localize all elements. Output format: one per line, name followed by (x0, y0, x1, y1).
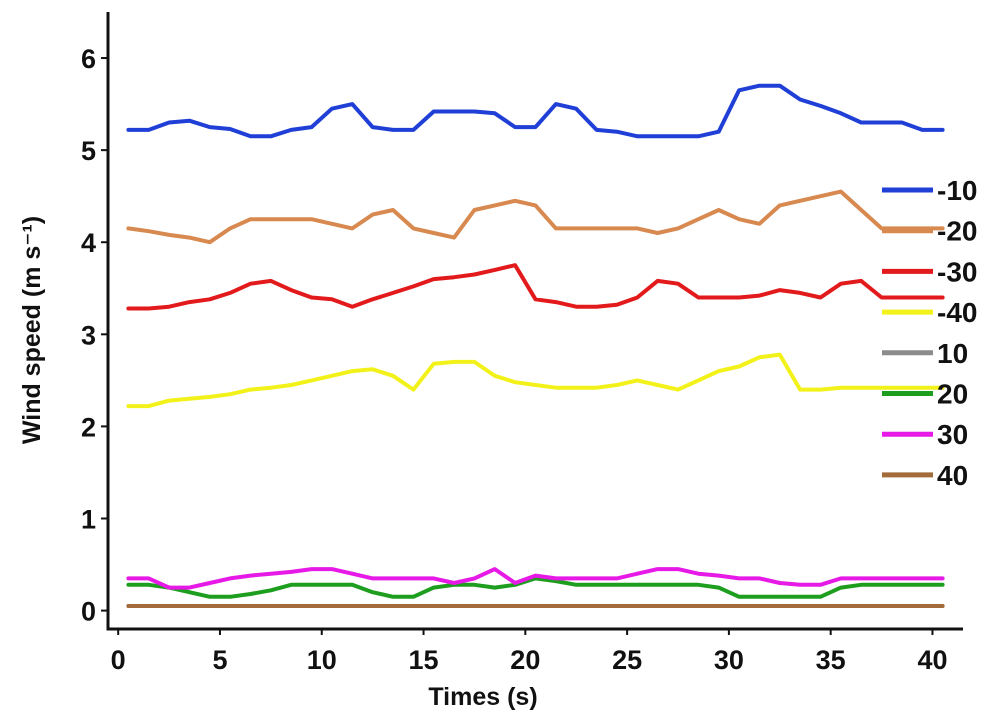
y-tick-label: 5 (81, 136, 96, 166)
x-tick-label: 10 (307, 645, 337, 675)
y-tick-label: 1 (81, 504, 96, 534)
series-line--30 (126, 263, 945, 311)
y-tick-label: 2 (81, 412, 96, 442)
x-axis-title: Times (s) (428, 683, 537, 711)
x-tick-label: 5 (212, 645, 227, 675)
x-tick-label: 35 (816, 645, 846, 675)
legend: -10 -20 -30 -40 10 20 30 40 (882, 175, 977, 491)
series-lines (126, 83, 945, 608)
x-tick-label: 25 (612, 645, 642, 675)
x-tick-label: 20 (510, 645, 540, 675)
x-tick-label: 0 (111, 645, 126, 675)
axes: 0 1 2 3 4 5 6 0 5 10 15 20 25 30 35 40 (81, 12, 963, 675)
legend-label-20: 20 (937, 379, 968, 410)
legend-label--40: -40 (937, 297, 977, 328)
legend-label--10: -10 (937, 175, 977, 206)
legend-label-10: 10 (937, 338, 968, 369)
x-tick-label: 40 (917, 645, 947, 675)
legend-label--20: -20 (937, 216, 977, 247)
series-line--10 (126, 83, 945, 139)
legend-label--30: -30 (937, 256, 977, 287)
y-tick-label: 3 (81, 320, 96, 350)
y-tick-label: 6 (81, 44, 96, 74)
x-tick-label: 15 (409, 645, 439, 675)
series-line--40 (126, 352, 945, 409)
legend-label-40: 40 (937, 460, 968, 491)
legend-label-30: 30 (937, 419, 968, 450)
series-line-20 (126, 576, 945, 599)
y-tick-label: 0 (81, 597, 96, 627)
x-tick-label: 30 (714, 645, 744, 675)
series-line-30 (126, 567, 945, 590)
y-tick-label: 4 (81, 228, 96, 258)
y-axis-title: Wind speed (m s⁻¹) (18, 216, 46, 444)
series-line--20 (126, 189, 945, 245)
